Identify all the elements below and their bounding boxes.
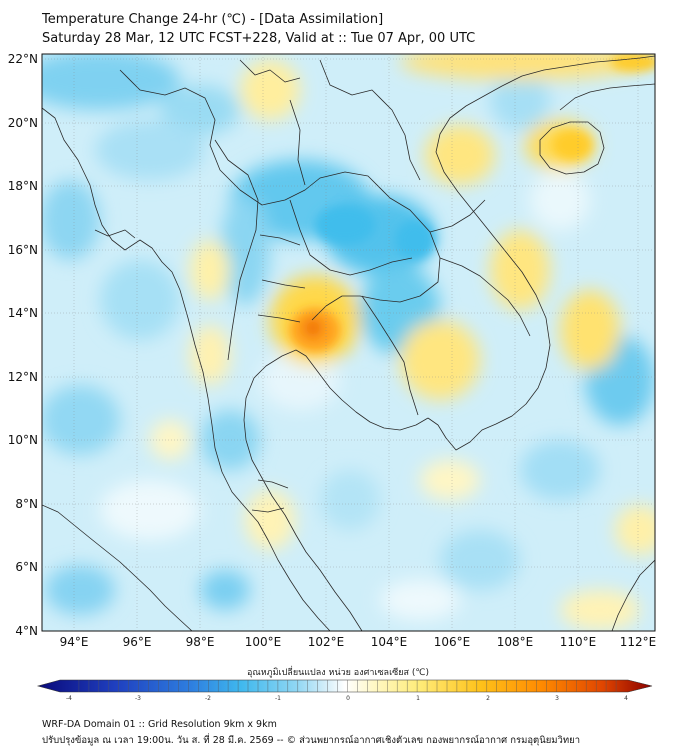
colorbar-tick-label: -2 xyxy=(205,695,211,702)
lat-tick-10n: 10°N xyxy=(8,433,38,447)
colorbar-scale xyxy=(36,679,653,693)
lon-tick-100e: 100°E xyxy=(245,635,282,649)
lat-tick-22n: 22°N xyxy=(8,52,38,66)
latitude-ticks: 22°N 20°N 18°N 16°N 14°N 12°N 10°N 8°N 6… xyxy=(8,52,38,638)
lat-tick-6n: 6°N xyxy=(15,560,38,574)
lat-tick-12n: 12°N xyxy=(8,370,38,384)
lon-tick-108e: 108°E xyxy=(497,635,534,649)
colorbar-tick-label: 1 xyxy=(416,695,420,702)
colorbar-tick-label: 4 xyxy=(624,695,628,702)
coastlines-borders xyxy=(42,55,655,631)
lat-tick-8n: 8°N xyxy=(15,497,38,511)
colorbar-tick-label: 3 xyxy=(555,695,559,702)
map-subtitle: Saturday 28 Mar, 12 UTC FCST+228, Valid … xyxy=(42,31,476,46)
colorbar-tick-label: -3 xyxy=(135,695,141,702)
footer-credit: ปรับปรุงข้อมูล ณ เวลา 19:00น. วัน ส. ที่… xyxy=(42,735,581,746)
plot-frame xyxy=(41,53,656,632)
colorbar-tick-label: -4 xyxy=(66,695,72,702)
colorbar: -4 -3 -2 -1 0 1 2 3 4 xyxy=(36,679,653,702)
colorbar-tick-labels: -4 -3 -2 -1 0 1 2 3 4 xyxy=(66,695,628,702)
temperature-field xyxy=(42,54,655,631)
graticule xyxy=(42,54,655,631)
lon-tick-110e: 110°E xyxy=(560,635,597,649)
longitude-ticks: 94°E 96°E 98°E 100°E 102°E 104°E 106°E 1… xyxy=(60,635,657,649)
lon-tick-98e: 98°E xyxy=(186,635,215,649)
colorbar-divisions xyxy=(78,680,617,692)
lon-tick-94e: 94°E xyxy=(60,635,89,649)
footer-model-info: WRF-DA Domain 01 :: Grid Resolution 9km … xyxy=(42,719,277,730)
lat-tick-4n: 4°N xyxy=(15,624,38,638)
colorbar-tick-label: -1 xyxy=(275,695,281,702)
colorbar-tick-label: 0 xyxy=(346,695,350,702)
map-title: Temperature Change 24-hr (℃) - [Data Ass… xyxy=(42,12,384,27)
lat-tick-16n: 16°N xyxy=(8,243,38,257)
lat-tick-14n: 14°N xyxy=(8,306,38,320)
lon-tick-106e: 106°E xyxy=(434,635,471,649)
lat-tick-18n: 18°N xyxy=(8,179,38,193)
lat-tick-20n: 20°N xyxy=(8,116,38,130)
colorbar-label: อุณหภูมิเปลี่ยนแปลง หน่วย องศาเซลเซียส (… xyxy=(246,668,430,678)
lon-tick-104e: 104°E xyxy=(371,635,408,649)
lon-tick-96e: 96°E xyxy=(123,635,152,649)
lon-tick-112e: 112°E xyxy=(620,635,657,649)
lon-tick-102e: 102°E xyxy=(308,635,345,649)
colorbar-tick-label: 2 xyxy=(486,695,490,702)
